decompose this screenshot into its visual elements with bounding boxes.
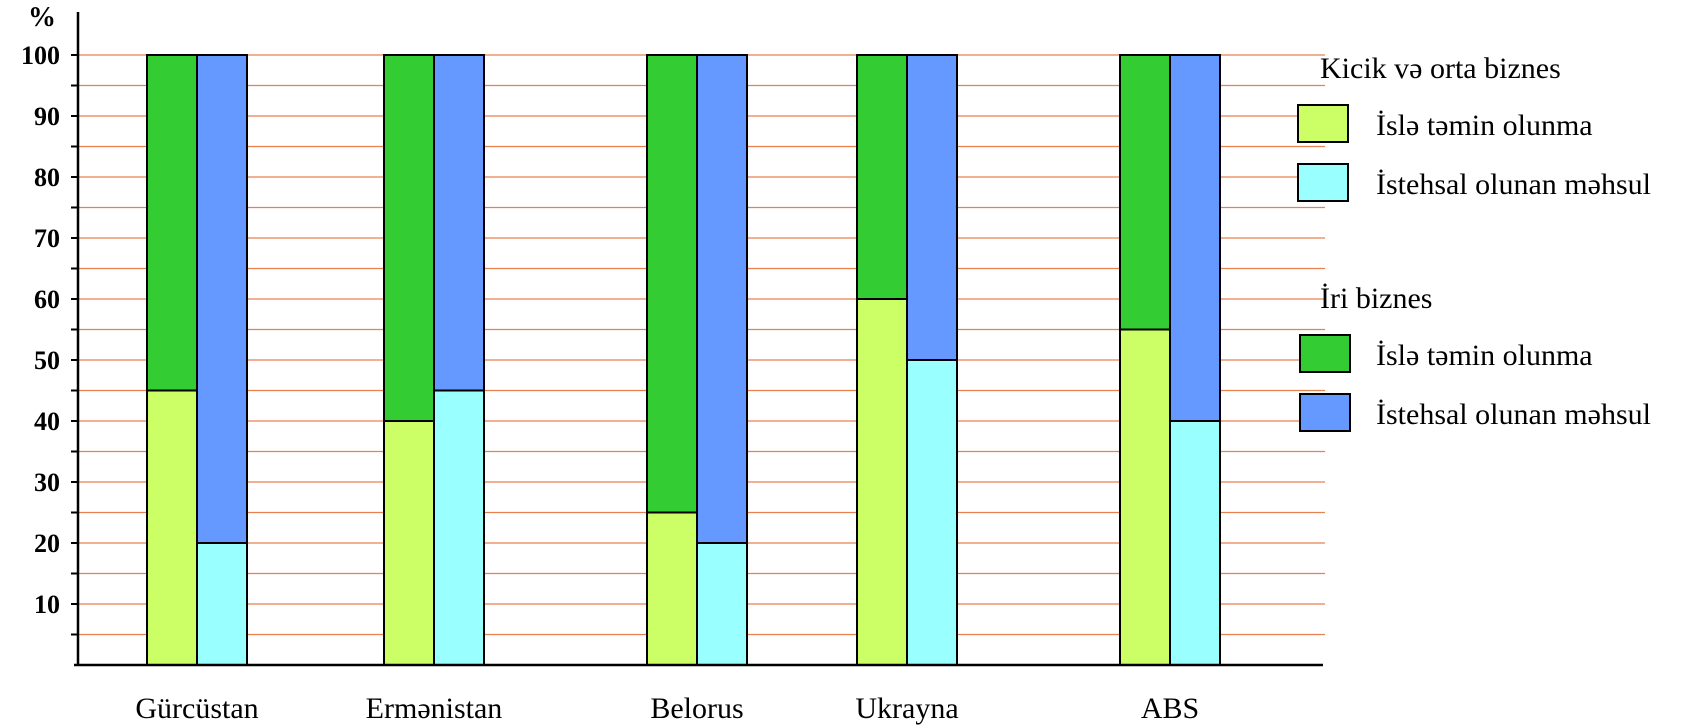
bar-segment-large (1169, 54, 1221, 422)
bars (146, 54, 1221, 666)
y-tick-label: 80 (34, 163, 60, 192)
axes (71, 12, 1323, 667)
bar-segment-large (696, 54, 748, 544)
y-tick-label: 60 (34, 285, 60, 314)
y-tick-label: 50 (34, 346, 60, 375)
bar-segment-large (646, 54, 698, 514)
legend: Kicik və orta biznes İslə təmin olunma İst… (1297, 52, 1651, 432)
bar-segment-large (196, 54, 248, 544)
legend-group-title: Kicik və orta biznes (1320, 52, 1561, 85)
legend-label: İstehsal olunan məhsul (1376, 168, 1651, 201)
bar-segment-small-medium (1169, 420, 1221, 666)
y-tick-label: 100 (21, 41, 60, 70)
y-tick-label: 30 (34, 468, 60, 497)
y-tick-label: 40 (34, 407, 60, 436)
x-tick-label: Ukrayna (855, 692, 958, 725)
y-axis-unit-label: % (28, 2, 56, 33)
legend-label: İslə təmin olunma (1376, 339, 1593, 372)
bar-segment-small-medium (433, 389, 485, 666)
y-tick-label: 90 (34, 102, 60, 131)
bar-segment-large (433, 54, 485, 392)
y-tick-label: 10 (34, 590, 60, 619)
y-tick-label: 20 (34, 529, 60, 558)
x-tick-label: Belorus (650, 692, 743, 725)
y-tick-labels: 10 20 30 40 50 60 70 80 90 100 (21, 41, 60, 619)
bar-segment-large (146, 54, 198, 392)
bar-segment-small-medium (1119, 328, 1171, 666)
legend-swatch (1297, 104, 1349, 143)
bar-segment-large (906, 54, 958, 361)
legend-swatch (1297, 163, 1349, 202)
bar-segment-small-medium (906, 359, 958, 666)
bar-segment-small-medium (696, 542, 748, 666)
y-tick-label: 70 (34, 224, 60, 253)
bar-segment-small-medium (196, 542, 248, 666)
bar-segment-small-medium (646, 511, 698, 666)
bar-segment-small-medium (856, 298, 908, 666)
x-tick-labels: Gürcüstan Ermənistan Belorus Ukrayna ABS (135, 692, 1199, 725)
x-tick-label: ABS (1141, 692, 1199, 725)
bar-segment-large (1119, 54, 1171, 331)
bar-segment-small-medium (383, 420, 435, 666)
legend-swatch (1299, 334, 1351, 373)
legend-swatch (1299, 393, 1351, 432)
x-tick-label: Gürcüstan (135, 692, 258, 725)
bar-segment-large (856, 54, 908, 300)
bar-segment-large (383, 54, 435, 422)
legend-label: İstehsal olunan məhsul (1376, 398, 1651, 431)
x-tick-label: Ermənistan (366, 692, 503, 725)
bar-segment-small-medium (146, 389, 198, 666)
legend-label: İslə təmin olunma (1376, 109, 1593, 142)
legend-group-title: İri biznes (1320, 282, 1432, 315)
